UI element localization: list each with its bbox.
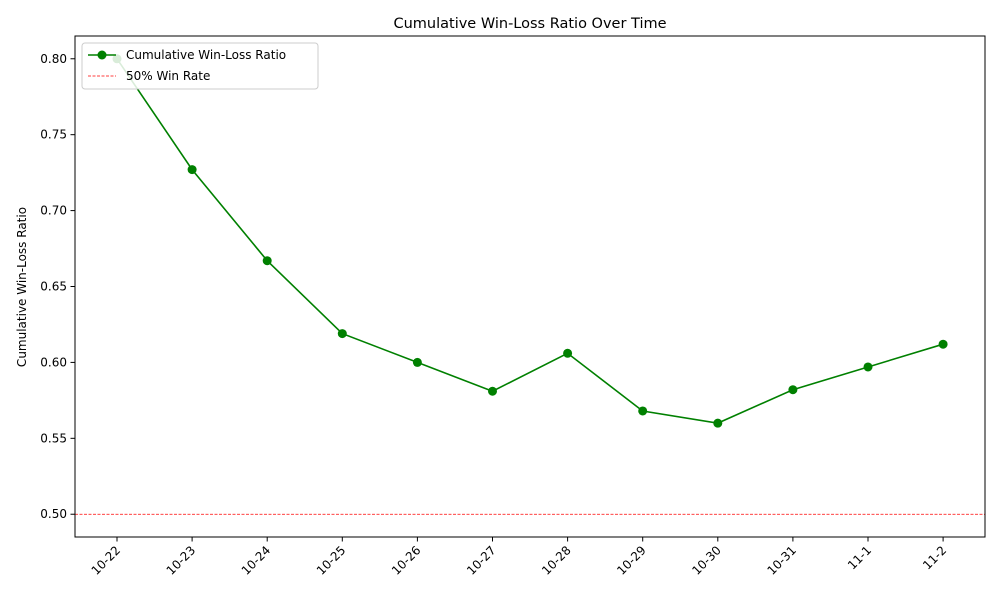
data-point-0-4 [412, 357, 422, 367]
series-line-0 [116, 58, 944, 424]
series-layer [112, 54, 948, 428]
legend: Cumulative Win-Loss Ratio 50% Win Rate [81, 42, 319, 90]
x-tick-label-7: 10-29 [614, 543, 649, 578]
data-point-0-11 [938, 339, 948, 349]
y-tick-label-2: 0.60 [40, 355, 67, 369]
data-point-0-10 [863, 362, 873, 372]
x-tick-label-9: 10-31 [764, 543, 799, 578]
x-tick-label-2: 10-24 [239, 543, 274, 578]
x-tick-label-6: 10-28 [539, 543, 574, 578]
y-tick-label-0: 0.50 [40, 507, 67, 521]
legend-label-1: 50% Win Rate [126, 69, 210, 83]
x-tick-label-4: 10-26 [389, 543, 424, 578]
data-point-0-5 [488, 386, 497, 396]
data-point-0-7 [638, 406, 648, 416]
legend-label-0: Cumulative Win-Loss Ratio [126, 48, 286, 62]
y-axis-ticks: 0.50 0.55 0.60 0.65 0.70 0.75 0.80 [40, 52, 75, 521]
y-tick-label-6: 0.80 [40, 52, 67, 66]
data-point-0-3 [337, 329, 347, 339]
legend-marker-0 [97, 50, 107, 60]
x-tick-label-0: 10-22 [89, 543, 124, 578]
y-tick-label-5: 0.75 [40, 128, 67, 142]
y-tick-label-3: 0.65 [40, 280, 67, 294]
data-point-0-8 [713, 418, 723, 428]
x-tick-label-10: 11-1 [845, 543, 874, 572]
x-tick-label-1: 10-23 [164, 543, 199, 578]
x-tick-label-3: 10-25 [314, 543, 349, 578]
legend-box [81, 42, 319, 90]
data-point-0-6 [563, 348, 573, 358]
y-tick-label-1: 0.55 [40, 431, 67, 445]
x-tick-label-11: 11-2 [920, 543, 949, 572]
data-point-0-1 [187, 165, 197, 175]
data-point-0-9 [788, 385, 798, 395]
y-tick-label-4: 0.70 [40, 204, 67, 218]
x-tick-label-8: 10-30 [689, 543, 724, 578]
x-axis-ticks: 10-22 10-23 10-24 10-25 10-26 10-27 10-28 10-29… [89, 537, 949, 578]
plot-frame [74, 35, 986, 538]
chart-title: Cumulative Win-Loss Ratio Over Time [393, 16, 666, 32]
x-tick-label-5: 10-27 [464, 543, 499, 578]
y-axis-label: Cumulative Win-Loss Ratio [15, 207, 29, 367]
data-point-0-2 [262, 256, 272, 266]
